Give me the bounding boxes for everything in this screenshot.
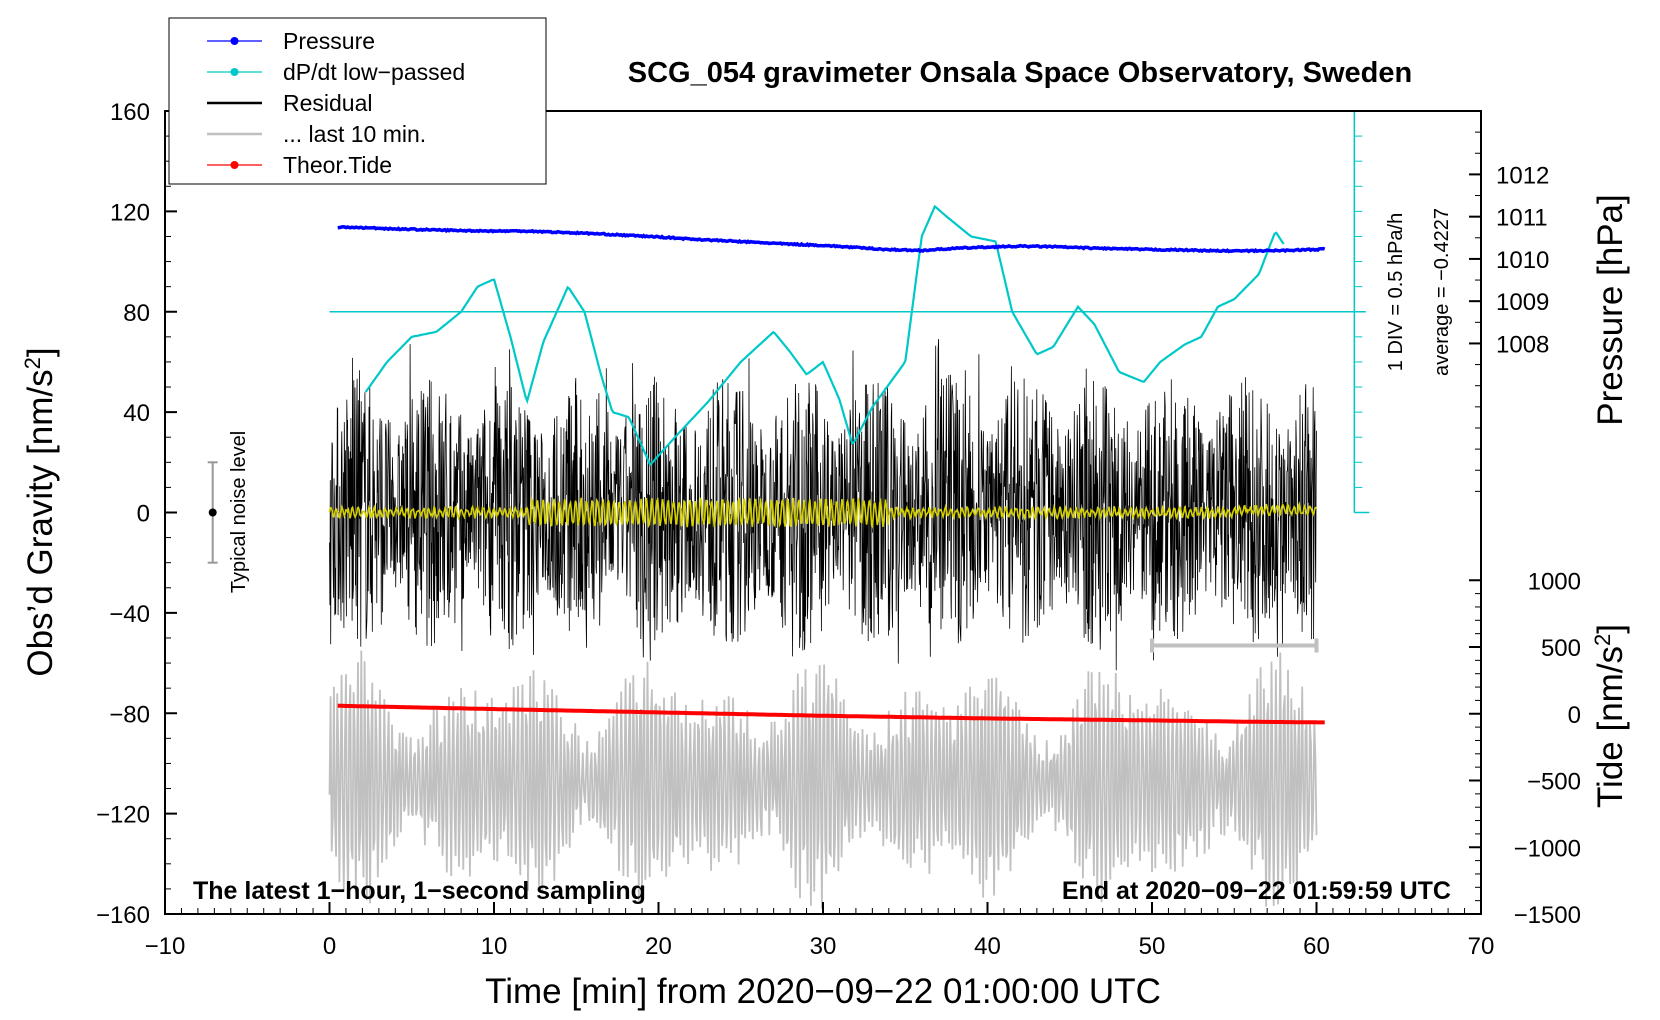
y-tick-label: 40 xyxy=(123,400,150,427)
pressure-tick-label: 1009 xyxy=(1496,289,1549,316)
x-tick-label: 60 xyxy=(1303,933,1330,960)
y-axis-label-tide-main: Tide [nm/s xyxy=(1591,646,1630,808)
title: SCG_054 gravimeter Onsala Space Observat… xyxy=(628,57,1412,89)
y-axis-label-left-end: ] xyxy=(21,347,60,357)
bottom-right-note: End at 2020−09−22 01:59:59 UTC xyxy=(1062,877,1451,905)
x-tick-label: 70 xyxy=(1468,933,1495,960)
legend: Pressure dP/dt low−passed Residual ... last… xyxy=(168,17,547,185)
y-tick-label: −80 xyxy=(109,701,150,728)
y-axis-label-left-sup: 2 xyxy=(20,357,45,369)
dpdt-scale-labels: 1 DIV = 0.5 hPa/h average = −0.4227 xyxy=(1385,208,1453,376)
pressure-tick-label: 1008 xyxy=(1496,331,1549,358)
noise-indicator: Typical noise level xyxy=(207,431,250,593)
tide-tick-label: −1500 xyxy=(1514,902,1581,929)
filtered-residual-line xyxy=(328,496,1317,530)
x-tick-label: 10 xyxy=(481,933,508,960)
y-tick-label: 160 xyxy=(110,99,150,126)
legend-label: ... last 10 min. xyxy=(283,121,426,147)
pressure-tick-label: 1011 xyxy=(1496,205,1548,232)
x-tick-label: 0 xyxy=(323,933,336,960)
y-tick-label: 80 xyxy=(123,300,150,327)
y-tick-label: −120 xyxy=(96,802,150,829)
chart-title: SCG_054 gravimeter Onsala Space Observat… xyxy=(628,57,1412,89)
tide-tick-label: 500 xyxy=(1541,635,1581,662)
y-tick-label: −160 xyxy=(96,902,150,929)
y-axis-label-tide: Tide [nm/s2] xyxy=(1590,624,1630,808)
x-tick-label: 20 xyxy=(645,933,672,960)
bottom-left-note: The latest 1−hour, 1−second sampling xyxy=(193,877,646,905)
filtered-residual-series xyxy=(328,496,1317,530)
legend-label: Residual xyxy=(283,90,373,116)
residual-series xyxy=(329,338,1317,671)
dpdt-average-label: average = −0.4227 xyxy=(1431,208,1453,376)
legend-label: Pressure xyxy=(283,28,375,54)
tide-tick-label: −1000 xyxy=(1514,835,1581,862)
x-tick-label: 40 xyxy=(974,933,1001,960)
pressure-tick-label: 1012 xyxy=(1496,162,1549,189)
pressure-tick-label: 1010 xyxy=(1496,247,1549,274)
dpdt-line xyxy=(364,204,1285,467)
last10-series xyxy=(328,650,1318,909)
axes: −10 0 10 20 30 40 50 60 70 160 120 80 40 0 −40 −80 −120 −… xyxy=(96,99,1581,960)
residual-line xyxy=(329,338,1317,671)
tide-tick-label: −500 xyxy=(1527,769,1581,796)
y-axis-label-left-main: Obs’d Gravity [nm/s xyxy=(21,369,60,676)
tide-tick-label: 0 xyxy=(1568,702,1581,729)
legend-label: dP/dt low−passed xyxy=(283,59,465,85)
last10-line xyxy=(328,650,1318,909)
axis-labels: Time [min] from 2020−09−22 01:00:00 UTC … xyxy=(20,194,1630,1011)
noise-label: Typical noise level xyxy=(228,431,250,593)
notes: The latest 1−hour, 1−second sampling End… xyxy=(193,877,1451,905)
legend-marker xyxy=(230,161,239,169)
legend-label: Theor.Tide xyxy=(283,152,392,178)
y-tick-label: −40 xyxy=(109,601,150,628)
y-axis-label-tide-end: ] xyxy=(1591,624,1630,634)
x-tick-label: 30 xyxy=(810,933,837,960)
y-tick-label: 0 xyxy=(137,501,150,528)
pressure-line xyxy=(337,225,1326,254)
y-tick-label: 120 xyxy=(110,199,150,226)
x-tick-label: 50 xyxy=(1139,933,1166,960)
tide-tick-label: 1000 xyxy=(1528,568,1581,595)
y-axis-label-pressure: Pressure [hPa] xyxy=(1591,194,1630,426)
x-axis-label: Time [min] from 2020−09−22 01:00:00 UTC xyxy=(485,972,1161,1011)
legend-marker xyxy=(230,68,239,76)
overlay-series xyxy=(329,110,1370,725)
tide-line xyxy=(337,703,1325,725)
y-axis-label-tide-sup: 2 xyxy=(1590,634,1615,646)
legend-box xyxy=(168,17,547,185)
x-tick-label: −10 xyxy=(145,933,186,960)
y-axis-label-left: Obs’d Gravity [nm/s2] xyxy=(20,347,60,676)
noise-dot xyxy=(208,508,217,517)
dpdt-scale-label: 1 DIV = 0.5 hPa/h xyxy=(1385,213,1407,371)
legend-marker xyxy=(230,37,239,45)
